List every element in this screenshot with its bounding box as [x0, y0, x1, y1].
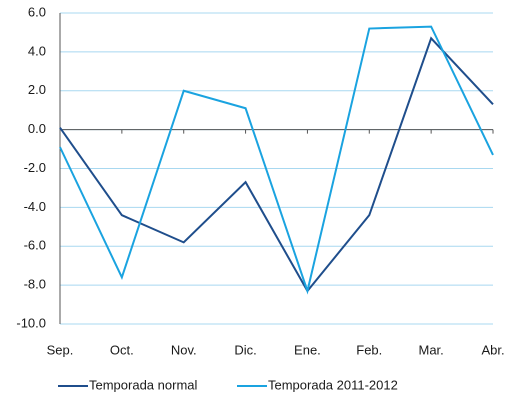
series-line — [59, 25, 494, 295]
y-tick-label: -10.0 — [16, 315, 46, 330]
x-tick-label: Dic. — [234, 342, 256, 357]
y-tick-label: 0.0 — [28, 121, 46, 136]
x-tick-label: Nov. — [171, 342, 197, 357]
x-tick-label: Abr. — [481, 342, 504, 357]
y-tick-label: -2.0 — [24, 160, 46, 175]
y-tick-label: 4.0 — [28, 43, 46, 58]
series-line — [59, 36, 494, 293]
y-tick-label: 6.0 — [28, 4, 46, 19]
x-tick-label: Feb. — [356, 342, 382, 357]
y-tick-label: -6.0 — [24, 238, 46, 253]
x-tick-label: Mar. — [418, 342, 443, 357]
y-tick-label: 2.0 — [28, 82, 46, 97]
x-tick-label: Sep. — [47, 342, 74, 357]
y-tick-label: -8.0 — [24, 277, 46, 292]
legend-label: Temporada normal — [89, 377, 197, 392]
x-tick-label: Ene. — [294, 342, 321, 357]
y-tick-label: -4.0 — [24, 199, 46, 214]
legend-label: Temporada 2011-2012 — [268, 377, 398, 392]
x-tick-label: Oct. — [110, 342, 134, 357]
